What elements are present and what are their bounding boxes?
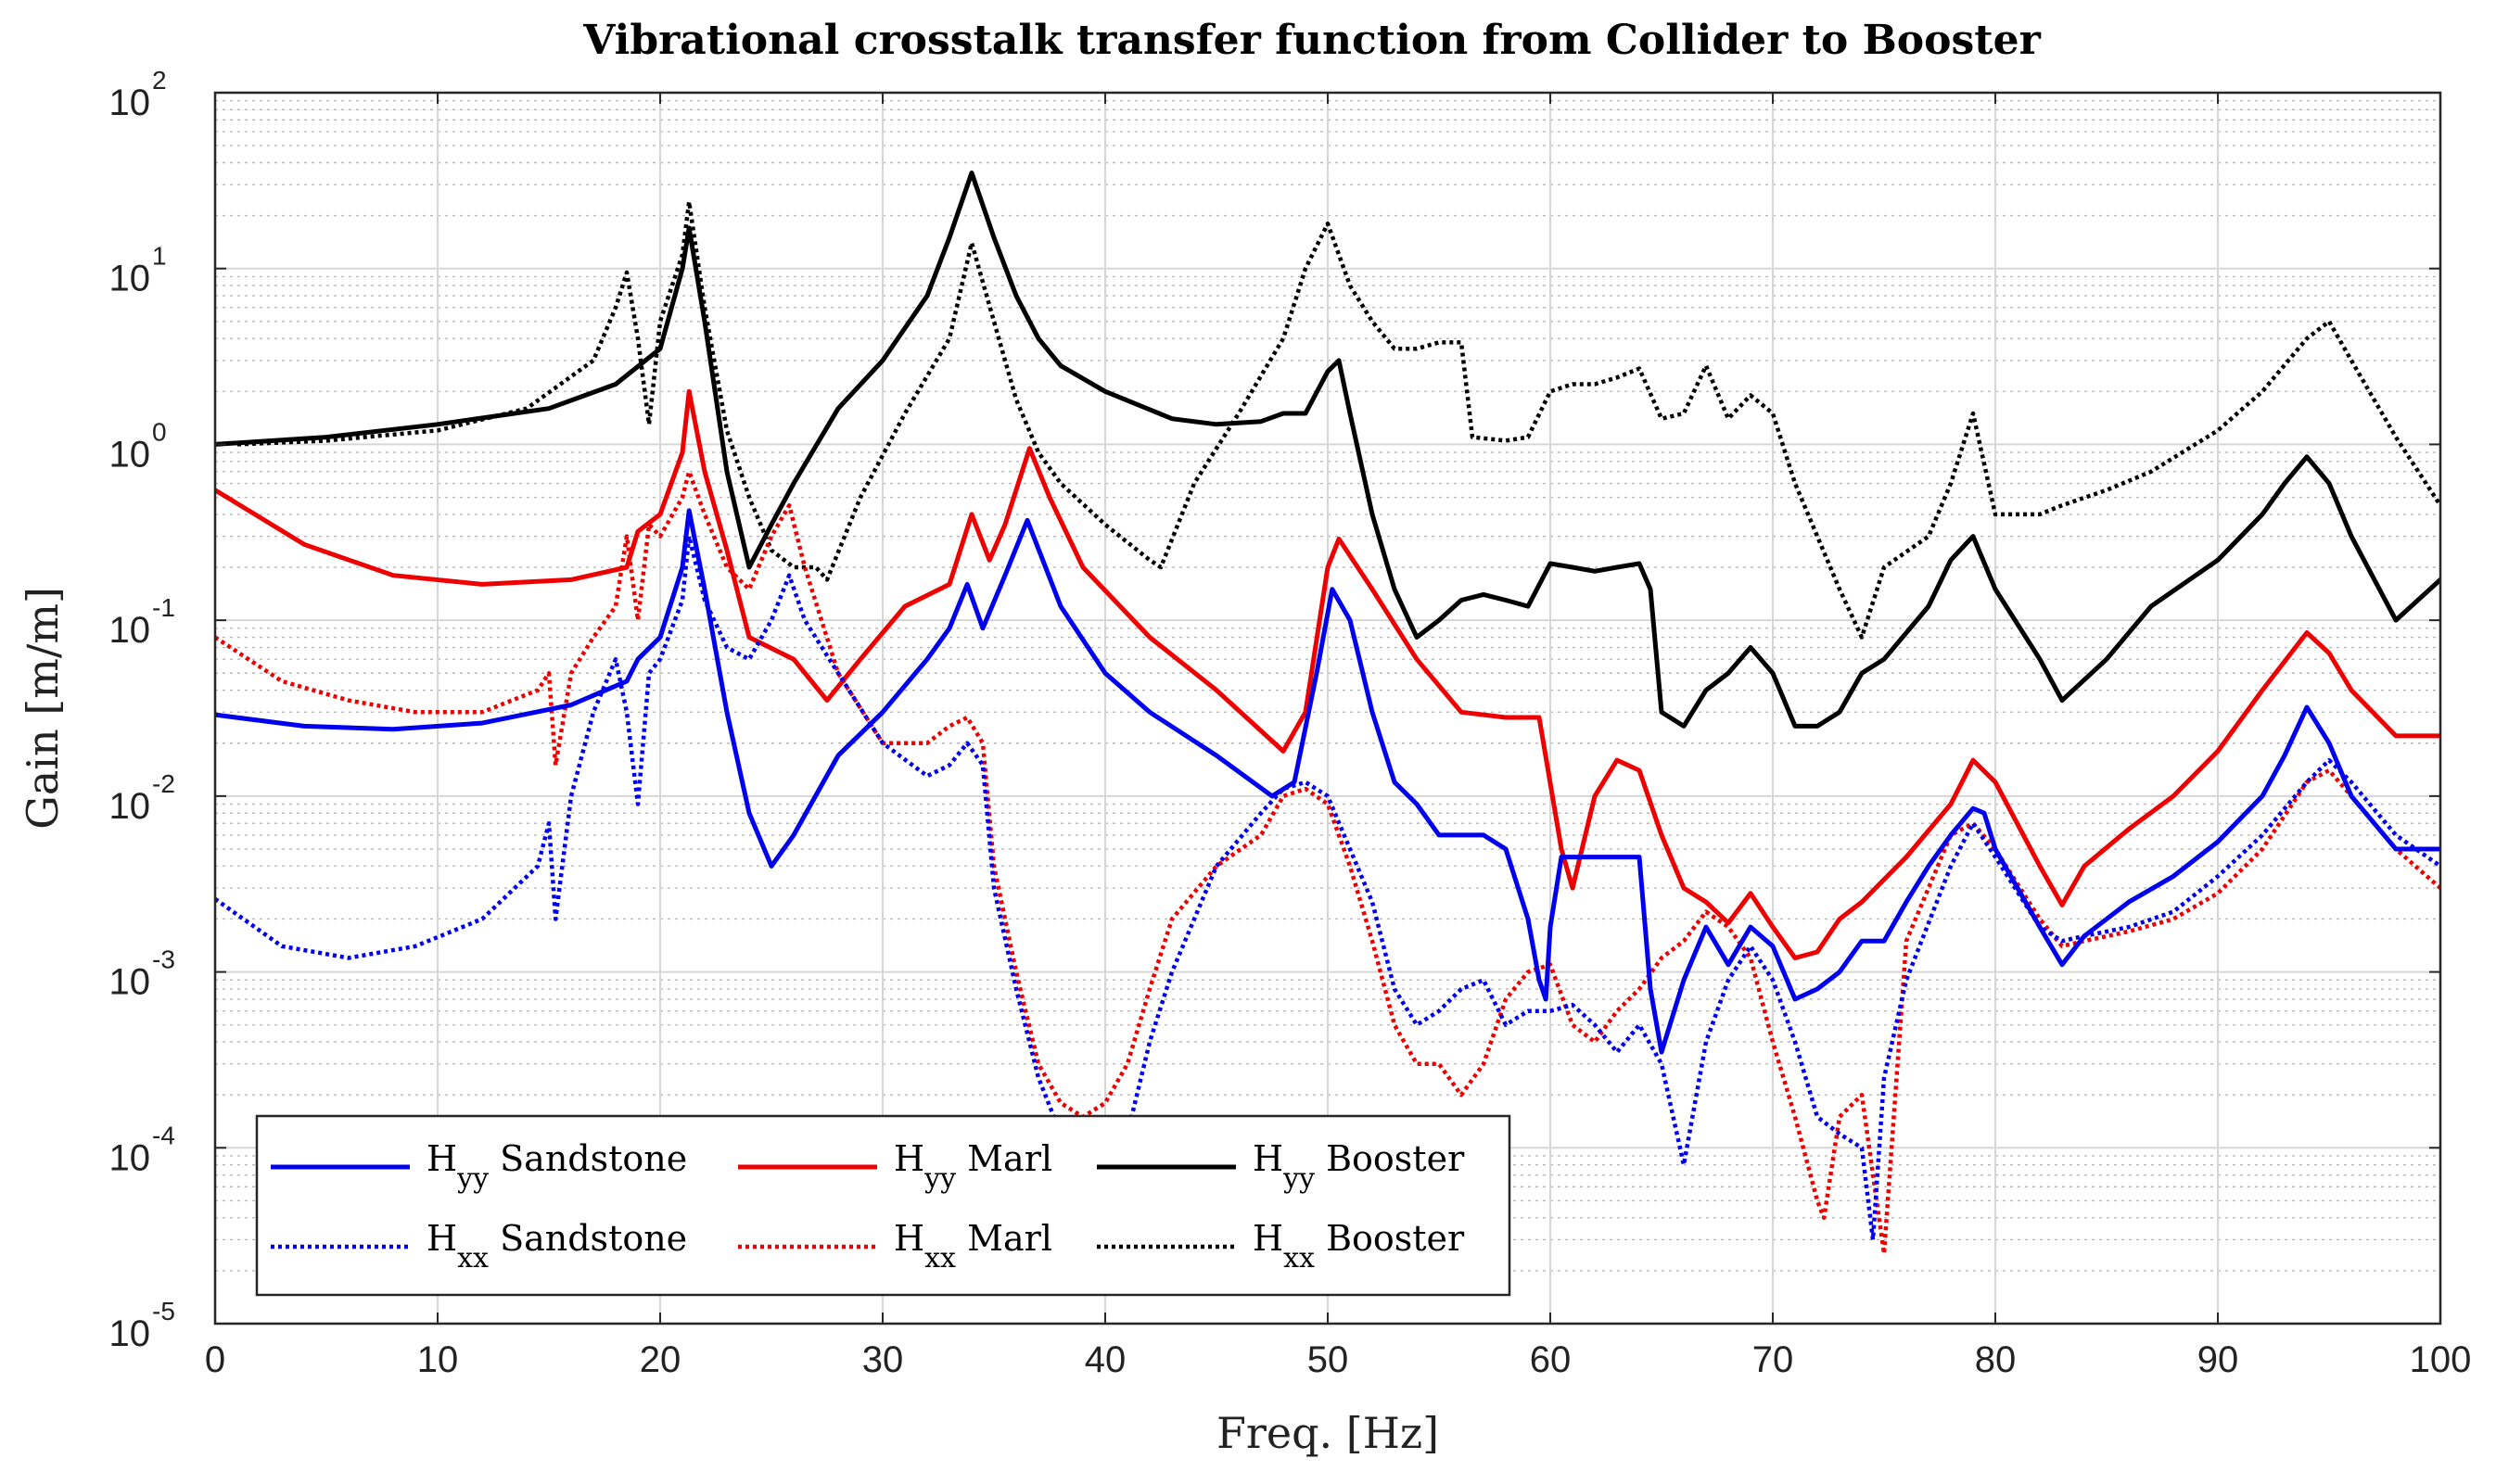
legend-label-rest: Marl [956, 1138, 1052, 1179]
legend-label-main: H [894, 1138, 924, 1179]
x-tick-label: 40 [1085, 1339, 1127, 1380]
x-tick-label: 70 [1752, 1339, 1794, 1380]
legend-entry: Hxx Marl [738, 1218, 1052, 1275]
x-tick-label: 20 [640, 1339, 681, 1380]
legend-entry: Hxx Booster [1097, 1218, 1465, 1275]
legend-entry: Hyy Sandstone [271, 1138, 687, 1195]
legend-label: Hyy Booster [1253, 1138, 1465, 1195]
series-line-hxx-sandstone [215, 534, 2440, 1242]
legend-label-sub: yy [923, 1162, 956, 1195]
y-tick-exponent: 1 [152, 242, 167, 271]
y-axis-label: Gain [m/m] [18, 587, 68, 830]
legend-label-main: H [427, 1138, 457, 1179]
x-axis-label: Freq. [Hz] [1216, 1408, 1439, 1458]
legend-label-main: H [894, 1218, 924, 1259]
legend-label: Hxx Marl [894, 1218, 1052, 1275]
y-tick-exponent: 2 [152, 66, 167, 95]
legend-label-sub: yy [456, 1162, 489, 1195]
y-tick-label: 10-4 [109, 1121, 175, 1178]
y-tick-exponent: -1 [152, 593, 175, 622]
series-line-hxx-booster [236, 199, 2440, 640]
series-line-hyy-booster [215, 171, 2440, 729]
legend-label-main: H [427, 1218, 457, 1259]
x-tick-label: 60 [1530, 1339, 1572, 1380]
legend-label: Hxx Booster [1253, 1218, 1465, 1275]
y-tick-exponent: -2 [152, 769, 175, 798]
x-tick-label: 50 [1307, 1339, 1349, 1380]
y-tick-base: 10 [109, 82, 151, 123]
legend-entry: Hxx Sandstone [271, 1218, 687, 1275]
legend-label-rest: Marl [956, 1218, 1052, 1259]
y-tick-base: 10 [109, 259, 151, 299]
legend-box [255, 1114, 1511, 1297]
legend-label-rest: Booster [1315, 1218, 1465, 1259]
legend-label: Hyy Sandstone [427, 1138, 687, 1195]
x-axis-ticks: 0 10 20 30 40 50 60 70 80 90 100 [205, 93, 2472, 1380]
y-tick-base: 10 [109, 1137, 151, 1178]
legend-label-sub: xx [1283, 1242, 1315, 1275]
y-tick-base: 10 [109, 962, 151, 1003]
x-tick-label: 30 [862, 1339, 904, 1380]
x-tick-label: 80 [1975, 1339, 2017, 1380]
y-tick-base: 10 [109, 1313, 151, 1354]
y-tick-exponent: -3 [152, 945, 175, 974]
y-tick-label: 10-5 [109, 1297, 175, 1354]
legend-label-sub: yy [1282, 1162, 1315, 1195]
x-tick-label: 100 [2410, 1339, 2472, 1380]
legend-label-sub: xx [924, 1242, 956, 1275]
y-tick-base: 10 [109, 610, 151, 651]
legend-label-main: H [1253, 1218, 1283, 1259]
legend-label-rest: Sandstone [489, 1138, 687, 1179]
legend-entry: Hyy Booster [1097, 1138, 1465, 1195]
series-line-hxx-marl [215, 469, 2440, 1256]
y-tick-label: 10-1 [109, 593, 175, 651]
y-tick-label: 100 [109, 417, 167, 475]
legend-label: Hxx Sandstone [427, 1218, 687, 1275]
y-tick-base: 10 [109, 786, 151, 827]
y-tick-base: 10 [109, 434, 151, 475]
y-tick-label: 10-2 [109, 769, 175, 827]
legend-entry: Hyy Marl [738, 1138, 1052, 1195]
y-tick-exponent: 0 [152, 417, 167, 446]
legend-label-rest: Booster [1315, 1138, 1465, 1179]
y-tick-exponent: -5 [152, 1297, 175, 1325]
y-tick-label: 10-3 [109, 945, 175, 1003]
x-tick-label: 90 [2197, 1339, 2239, 1380]
legend-label-rest: Sandstone [489, 1218, 687, 1259]
series-layer [215, 171, 2440, 1256]
legend-label: Hyy Marl [894, 1138, 1052, 1195]
chart-title: Vibrational crosstalk transfer function … [582, 17, 2041, 64]
y-tick-label: 102 [109, 66, 167, 123]
legend-label-main: H [1253, 1138, 1283, 1179]
x-tick-label: 10 [417, 1339, 459, 1380]
y-tick-exponent: -4 [152, 1121, 175, 1149]
series-line-hyy-sandstone [215, 508, 2440, 1055]
x-tick-label: 0 [205, 1339, 225, 1380]
y-tick-label: 101 [109, 242, 167, 299]
legend-label-sub: xx [457, 1242, 489, 1275]
series-line-hyy-marl [215, 388, 2440, 960]
